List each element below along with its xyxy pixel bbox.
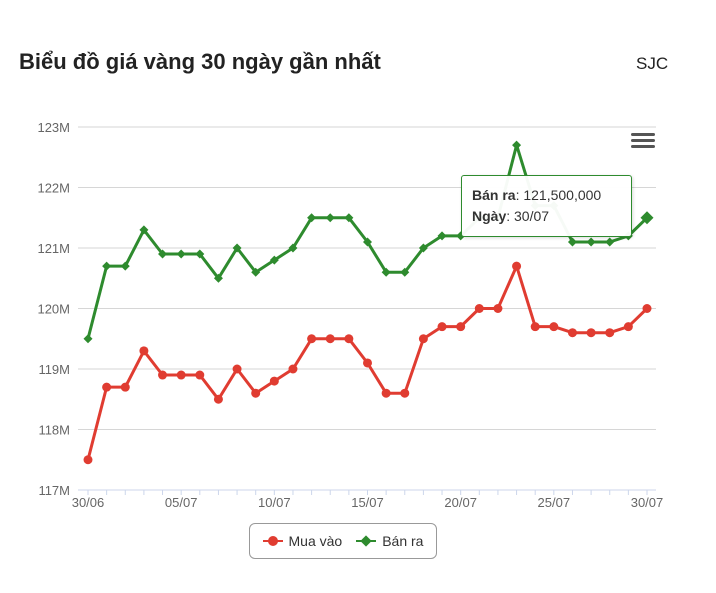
- data-point: [120, 261, 130, 271]
- data-point: [102, 382, 112, 392]
- y-tick-label: 118M: [38, 423, 70, 438]
- tooltip-row-value: Bán ra: 121,500,000: [472, 187, 602, 203]
- data-point: [325, 213, 335, 223]
- data-point: [176, 249, 186, 259]
- chart-legend: Mua vào Bán ra: [249, 523, 437, 559]
- data-point: [493, 304, 503, 313]
- tooltip-series-label: Bán ra: [472, 187, 516, 203]
- data-point: [83, 334, 93, 344]
- tooltip-value: 121,500,000: [523, 187, 602, 203]
- data-point: [251, 388, 261, 398]
- data-point: [605, 237, 615, 247]
- data-point: [642, 304, 652, 313]
- data-point: [586, 328, 596, 338]
- data-point: [456, 322, 466, 332]
- data-point: [158, 370, 168, 380]
- x-axis: 30/06 05/07 10/07 15/07 20/07 25/07 30/07: [72, 489, 664, 510]
- legend-label: Bán ra: [382, 533, 424, 549]
- data-point: [120, 382, 130, 392]
- data-point: [325, 334, 335, 344]
- data-point: [288, 364, 298, 374]
- data-point: [213, 273, 223, 283]
- data-point: [530, 322, 540, 332]
- data-point: [512, 261, 522, 271]
- x-tick-label: 30/07: [631, 495, 664, 510]
- x-tick-label: 30/06: [72, 495, 105, 510]
- data-point: [605, 328, 615, 338]
- data-point: [195, 370, 205, 380]
- data-point: [158, 249, 168, 259]
- y-tick-label: 117M: [38, 483, 70, 498]
- data-point: [176, 370, 186, 380]
- tooltip-date: 30/07: [514, 208, 550, 224]
- data-point: [139, 346, 149, 356]
- data-point: [269, 376, 279, 386]
- data-point: [400, 388, 410, 398]
- y-tick-label: 119M: [38, 362, 70, 377]
- data-point: [102, 261, 112, 271]
- data-point: [381, 388, 391, 398]
- data-point: [474, 304, 484, 313]
- data-point: [381, 267, 391, 277]
- page-title: Biểu đồ giá vàng 30 ngày gần nhất: [19, 49, 381, 74]
- brand-label: SJC: [636, 54, 669, 73]
- data-point: [640, 211, 654, 225]
- x-tick-label: 25/07: [538, 495, 571, 510]
- data-point: [437, 231, 447, 241]
- x-tick-label: 10/07: [258, 495, 291, 510]
- y-axis-ticks: 117M 118M 119M 120M 121M 122M 123M: [37, 120, 70, 498]
- y-tick-label: 123M: [37, 120, 70, 135]
- data-point: [307, 213, 317, 223]
- data-point: [269, 255, 279, 265]
- y-tick-label: 121M: [37, 241, 70, 256]
- data-point: [344, 213, 354, 223]
- data-point: [567, 328, 577, 338]
- data-point: [232, 243, 242, 253]
- legend-marker-diamond-icon: [356, 535, 377, 547]
- data-point: [623, 322, 633, 332]
- data-point: [344, 334, 354, 344]
- legend-label: Mua vào: [288, 533, 343, 549]
- data-point: [567, 237, 577, 247]
- data-point: [83, 455, 93, 465]
- y-tick-label: 120M: [37, 302, 70, 317]
- data-point: [288, 243, 298, 253]
- data-point: [418, 243, 428, 253]
- x-tick-label: 20/07: [444, 495, 477, 510]
- data-point: [363, 237, 372, 247]
- data-point: [363, 358, 372, 368]
- legend-item-mua-vao[interactable]: Mua vào: [262, 533, 343, 549]
- x-tick-label: 15/07: [351, 495, 384, 510]
- data-point: [213, 394, 223, 404]
- data-point: [139, 225, 149, 235]
- data-point: [437, 322, 447, 332]
- data-point: [307, 334, 317, 344]
- data-point: [512, 140, 522, 150]
- data-point: [418, 334, 428, 344]
- x-tick-label: 05/07: [165, 495, 198, 510]
- tooltip: Bán ra: 121,500,000 Ngày: 30/07: [461, 175, 632, 237]
- legend-marker-circle-icon: [262, 535, 283, 547]
- data-point: [586, 237, 596, 247]
- tooltip-row-date: Ngày: 30/07: [472, 208, 550, 224]
- data-point: [232, 364, 242, 374]
- data-point: [400, 267, 410, 277]
- data-point: [251, 267, 261, 277]
- legend-item-ban-ra[interactable]: Bán ra: [356, 533, 423, 549]
- data-point: [549, 322, 559, 332]
- tooltip-date-label: Ngày: [472, 208, 507, 224]
- y-tick-label: 122M: [37, 181, 70, 196]
- hamburger-menu-icon[interactable]: [631, 133, 655, 153]
- data-point: [195, 249, 205, 259]
